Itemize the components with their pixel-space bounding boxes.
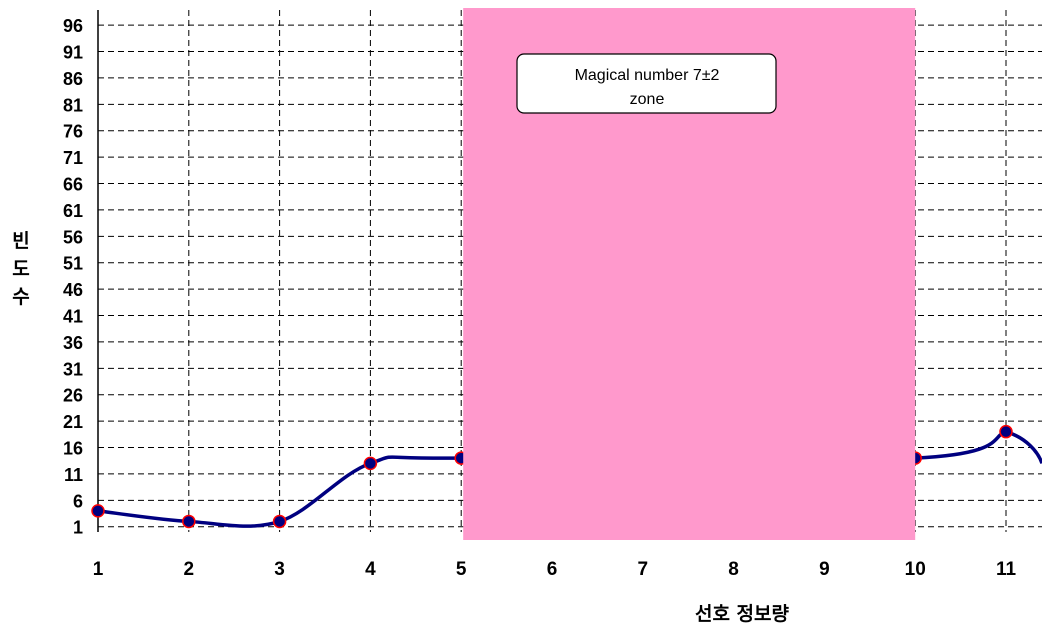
y-tick-label: 66 bbox=[63, 175, 83, 195]
y-tick-label: 16 bbox=[63, 439, 83, 459]
y-axis-title-char: 수 bbox=[12, 286, 29, 308]
y-tick-label: 91 bbox=[63, 43, 83, 63]
annotation-line-2: zone bbox=[630, 91, 665, 108]
data-point bbox=[999, 424, 1013, 439]
x-axis-title: 선호 정보량 bbox=[695, 603, 790, 625]
x-tick-label: 4 bbox=[365, 559, 376, 580]
x-tick-label: 9 bbox=[819, 559, 830, 580]
data-point bbox=[272, 514, 287, 529]
y-tick-label: 51 bbox=[63, 254, 83, 274]
x-tick-label: 1 bbox=[93, 559, 104, 580]
y-tick-label: 31 bbox=[63, 359, 83, 379]
x-tick-label: 11 bbox=[996, 559, 1017, 580]
y-tick-label: 1 bbox=[73, 518, 83, 538]
y-tick-label: 56 bbox=[63, 227, 83, 247]
data-point bbox=[182, 514, 196, 529]
y-tick-label: 96 bbox=[63, 16, 83, 36]
data-point bbox=[91, 504, 105, 518]
x-tick-label: 10 bbox=[905, 559, 926, 580]
x-tick-label: 7 bbox=[638, 559, 649, 580]
y-tick-label: 81 bbox=[63, 95, 83, 115]
x-tick-label: 6 bbox=[547, 559, 558, 580]
y-tick-label: 41 bbox=[63, 307, 83, 327]
y-tick-label: 36 bbox=[63, 333, 83, 353]
x-tick-label: 8 bbox=[728, 559, 739, 580]
y-tick-label: 86 bbox=[63, 69, 83, 89]
y-tick-label: 76 bbox=[63, 122, 83, 142]
x-tick-label: 2 bbox=[184, 559, 195, 580]
y-tick-label: 46 bbox=[63, 280, 83, 300]
data-point bbox=[363, 456, 378, 471]
y-tick-label: 6 bbox=[73, 491, 83, 511]
annotation-box bbox=[516, 53, 777, 114]
y-tick-label: 11 bbox=[64, 465, 83, 485]
x-tick-labels: 1 2 3 4 5 6 7 8 9 10 11 bbox=[93, 559, 1017, 580]
y-axis-title-char: 도 bbox=[12, 258, 29, 280]
x-tick-label: 3 bbox=[274, 559, 285, 580]
y-tick-label: 21 bbox=[63, 412, 83, 432]
y-axis-title-char: 빈 bbox=[12, 230, 29, 252]
annotation: Magical number 7±2 zone bbox=[516, 53, 777, 114]
annotation-line-1: Magical number 7±2 bbox=[575, 67, 720, 84]
y-tick-label: 61 bbox=[63, 201, 83, 221]
y-tick-label: 71 bbox=[63, 148, 83, 168]
x-tick-label: 5 bbox=[456, 559, 467, 580]
y-tick-label: 26 bbox=[63, 386, 83, 406]
